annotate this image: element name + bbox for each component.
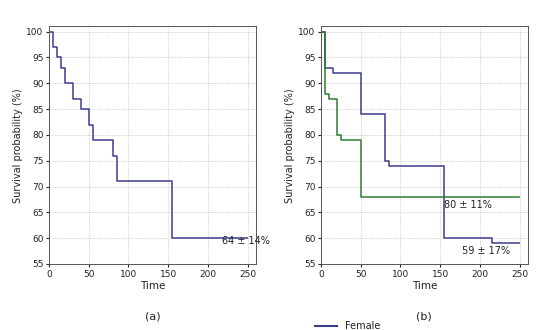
- Y-axis label: Survival probability (%): Survival probability (%): [14, 88, 23, 203]
- Y-axis label: Survival probability (%): Survival probability (%): [286, 88, 295, 203]
- X-axis label: Time: Time: [412, 281, 437, 291]
- Text: 80 ± 11%: 80 ± 11%: [444, 200, 492, 210]
- Text: 64 ± 14%: 64 ± 14%: [222, 236, 270, 246]
- Legend: Female, Male: Female, Male: [316, 321, 380, 330]
- Text: (a): (a): [145, 312, 160, 322]
- Text: 59 ± 17%: 59 ± 17%: [462, 246, 511, 256]
- Text: (b): (b): [417, 312, 432, 322]
- X-axis label: Time: Time: [140, 281, 165, 291]
